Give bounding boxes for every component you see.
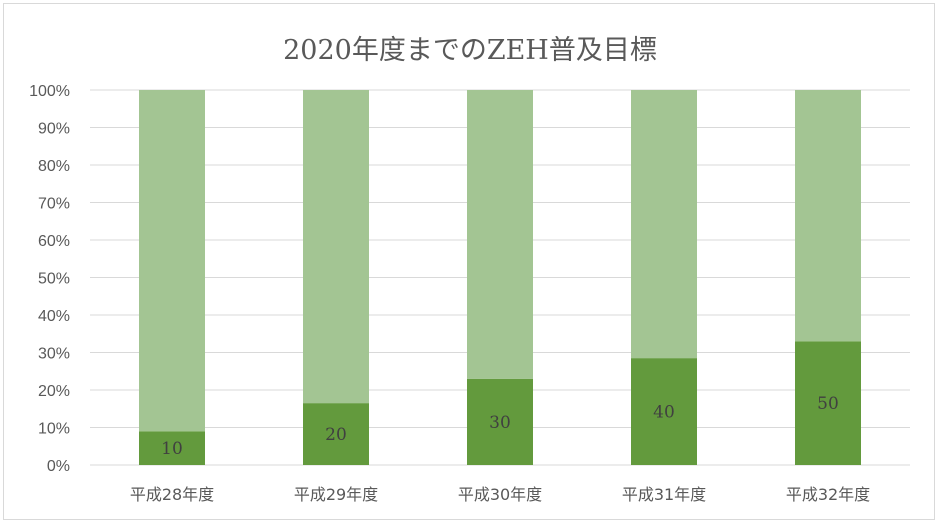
bar-segment-lower: [631, 358, 697, 465]
bar-segment-upper: [139, 90, 205, 432]
bar-segment-upper: [467, 90, 533, 379]
y-axis-ticks: 0% 10% 20% 30% 40% 50% 60% 70% 80% 90% 100%: [29, 83, 70, 475]
bars: [139, 90, 861, 465]
y-tick-label: 100%: [29, 83, 70, 100]
bar-data-label: 20: [325, 425, 347, 445]
x-category-label: 平成29年度: [294, 485, 378, 504]
x-category-label: 平成32年度: [786, 485, 870, 504]
bar-segment-upper: [303, 90, 369, 404]
bar-segment-lower: [139, 431, 205, 465]
bar-data-label: 10: [161, 439, 183, 459]
x-category-label: 平成30年度: [458, 485, 542, 504]
x-category-label: 平成28年度: [130, 485, 214, 504]
y-tick-label: 70%: [38, 196, 70, 213]
y-tick-label: 80%: [38, 158, 70, 175]
bar-data-label: 40: [653, 403, 675, 423]
y-tick-label: 10%: [38, 421, 70, 438]
bar-segment-upper: [631, 90, 697, 359]
bar-data-label: 30: [489, 413, 511, 433]
chart-title: 2020年度までのZEH普及目標: [283, 35, 657, 66]
bar-segment-lower: [467, 378, 533, 465]
bar-segment-upper: [795, 90, 861, 342]
x-category-label: 平成31年度: [622, 485, 706, 504]
data-labels: 10 20 30 40 50: [161, 394, 839, 459]
bar-segment-lower: [795, 341, 861, 465]
bar-segment-lower: [303, 403, 369, 465]
y-tick-label: 60%: [38, 233, 70, 250]
y-tick-label: 0%: [47, 458, 70, 475]
y-tick-label: 40%: [38, 308, 70, 325]
x-axis-categories: 平成28年度 平成29年度 平成30年度 平成31年度 平成32年度: [130, 485, 870, 504]
y-tick-label: 90%: [38, 121, 70, 138]
y-tick-label: 20%: [38, 383, 70, 400]
y-tick-label: 30%: [38, 346, 70, 363]
y-tick-label: 50%: [38, 271, 70, 288]
bar-data-label: 50: [817, 394, 839, 414]
